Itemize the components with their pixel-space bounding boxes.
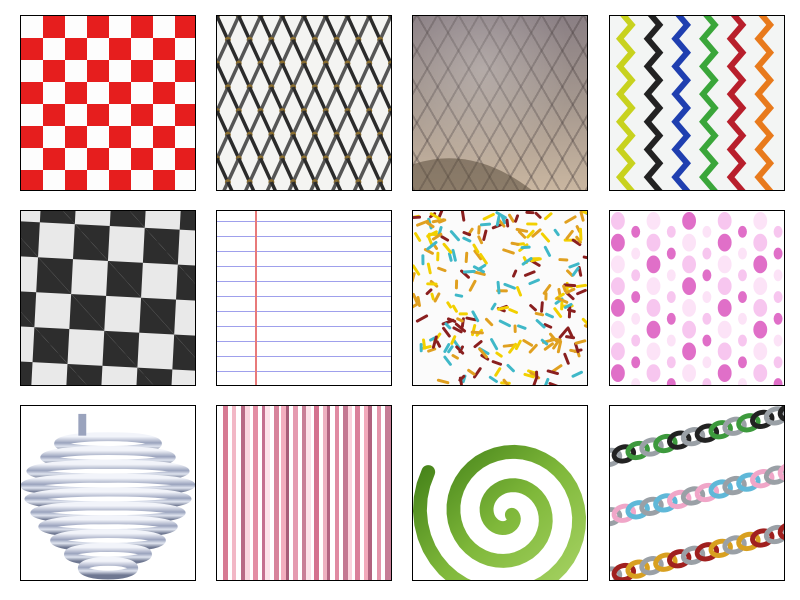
metal-coil-spring-tile xyxy=(20,405,196,581)
black-white-checkerboard-tile xyxy=(20,210,196,386)
lined-notebook-paper-tile xyxy=(216,210,392,386)
fish-scales-image xyxy=(413,158,532,190)
colorful-sprinkles-image xyxy=(413,211,587,385)
pink-vertical-stripes-tile xyxy=(216,405,392,581)
metal-wire-mesh-tile xyxy=(216,15,392,191)
metal-coil-spring-image xyxy=(21,406,195,580)
metal-wire-mesh-image xyxy=(217,16,391,190)
pink-polka-dots-tile xyxy=(609,210,785,386)
green-spiral-tile xyxy=(412,405,588,581)
chainmail-chains-tile xyxy=(609,405,785,581)
pink-polka-dots-image xyxy=(610,211,784,385)
multicolor-zigzags-image xyxy=(610,16,784,190)
multicolor-zigzags-tile xyxy=(609,15,785,191)
fish-scales-tile xyxy=(412,15,588,191)
chainmail-chains-image xyxy=(610,406,784,580)
green-spiral-image xyxy=(413,406,587,580)
colorful-sprinkles-tile xyxy=(412,210,588,386)
red-white-checkerboard-tile xyxy=(20,15,196,191)
black-white-checkerboard-image xyxy=(21,211,195,385)
